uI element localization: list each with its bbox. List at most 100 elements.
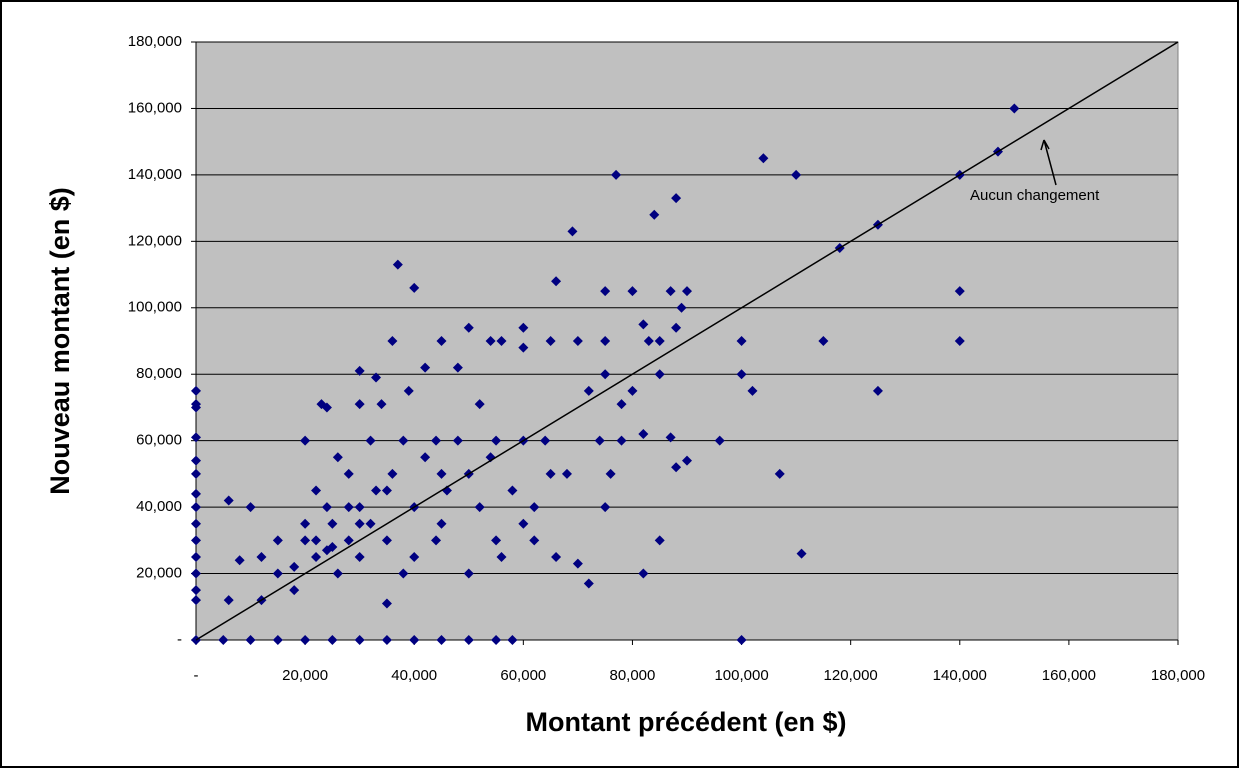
point xyxy=(191,551,201,562)
point xyxy=(572,336,583,346)
point xyxy=(332,452,343,463)
point xyxy=(327,518,338,529)
point xyxy=(665,432,676,443)
point xyxy=(583,578,594,589)
point xyxy=(365,518,376,529)
point xyxy=(463,568,474,579)
y-tick-label: 160,000 xyxy=(128,99,182,116)
point xyxy=(545,336,556,346)
point xyxy=(436,468,447,479)
x-tick-label: 160,000 xyxy=(1042,667,1096,684)
point xyxy=(736,635,747,645)
point xyxy=(627,385,638,396)
point xyxy=(191,385,201,396)
point xyxy=(365,435,376,446)
point xyxy=(409,635,420,645)
point xyxy=(605,468,616,479)
point xyxy=(736,369,747,380)
point xyxy=(289,585,300,596)
point xyxy=(409,551,420,562)
point xyxy=(654,535,665,546)
point xyxy=(381,485,392,496)
annotation-arrow xyxy=(1040,139,1057,186)
point xyxy=(223,495,234,506)
point xyxy=(376,399,387,410)
point xyxy=(311,485,322,496)
point xyxy=(354,635,365,645)
point xyxy=(332,568,343,579)
point xyxy=(403,385,414,396)
point xyxy=(496,336,507,346)
point xyxy=(643,336,654,346)
point xyxy=(676,302,687,313)
point xyxy=(654,336,665,346)
point xyxy=(392,259,403,270)
point xyxy=(654,369,665,380)
point xyxy=(431,435,442,446)
x-tick-label: 180,000 xyxy=(1151,667,1205,684)
point xyxy=(223,595,234,606)
point xyxy=(300,435,311,446)
point xyxy=(682,286,692,297)
point xyxy=(518,342,529,353)
point xyxy=(354,399,365,410)
point xyxy=(491,635,502,645)
point xyxy=(1009,103,1020,114)
point xyxy=(245,502,256,513)
point xyxy=(354,551,365,562)
point xyxy=(436,518,447,529)
point xyxy=(518,518,529,529)
point xyxy=(398,435,409,446)
point xyxy=(420,362,431,373)
point xyxy=(311,551,322,562)
point xyxy=(354,365,365,376)
point xyxy=(191,502,201,513)
point xyxy=(452,362,463,373)
y-axis-title: Nouveau montant (en $) xyxy=(45,187,75,495)
point xyxy=(616,435,627,446)
y-tick-label: 180,000 xyxy=(128,33,182,50)
point xyxy=(818,336,829,346)
point xyxy=(600,336,611,346)
point xyxy=(671,322,682,333)
point xyxy=(791,169,802,180)
point xyxy=(371,485,382,496)
point xyxy=(300,518,311,529)
point xyxy=(796,548,807,559)
point xyxy=(600,369,611,380)
point xyxy=(649,209,660,220)
point xyxy=(327,635,338,645)
point xyxy=(594,435,605,446)
point xyxy=(387,468,398,479)
point xyxy=(671,193,682,204)
point xyxy=(463,635,474,645)
point xyxy=(256,551,267,562)
point xyxy=(387,336,398,346)
point xyxy=(682,455,692,466)
point xyxy=(567,226,578,237)
point xyxy=(398,568,409,579)
point xyxy=(321,402,332,413)
x-axis-title: Montant précédent (en $) xyxy=(525,707,846,737)
point xyxy=(872,385,883,396)
point xyxy=(343,468,354,479)
point xyxy=(300,635,311,645)
point xyxy=(191,432,201,443)
point xyxy=(474,502,485,513)
point xyxy=(671,462,682,473)
point xyxy=(529,502,540,513)
y-tick-label: 140,000 xyxy=(128,166,182,183)
point xyxy=(954,336,965,346)
point xyxy=(289,561,300,572)
point xyxy=(354,518,365,529)
point xyxy=(747,385,758,396)
point xyxy=(343,535,354,546)
point xyxy=(561,468,572,479)
point xyxy=(300,535,311,546)
point xyxy=(272,635,283,645)
point xyxy=(485,336,496,346)
point xyxy=(616,399,627,410)
point xyxy=(551,551,562,562)
point xyxy=(381,535,392,546)
point xyxy=(463,322,474,333)
